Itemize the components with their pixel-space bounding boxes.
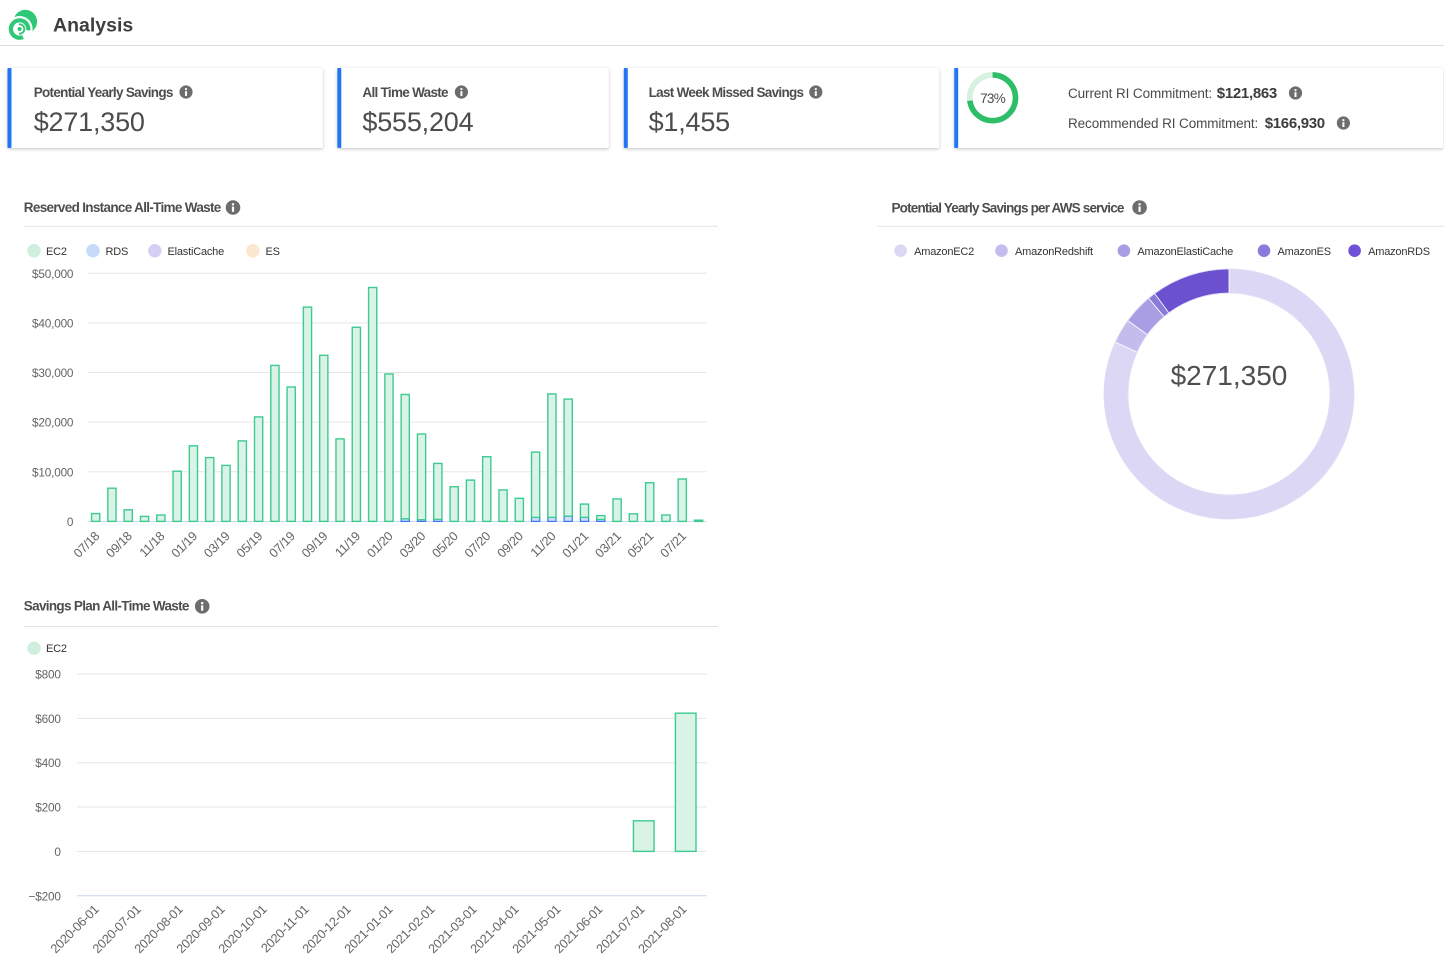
svg-text:Last Week Missed Savings: Last Week Missed Savings (649, 85, 804, 100)
svg-text:$555,204: $555,204 (362, 107, 473, 137)
svg-text:EC2: EC2 (46, 246, 67, 258)
svg-text:AmazonES: AmazonES (1278, 246, 1331, 258)
svg-text:Analysis: Analysis (53, 15, 133, 37)
svg-text:0: 0 (54, 845, 61, 859)
svg-text:EC2: EC2 (46, 643, 67, 655)
svg-text:$1,455: $1,455 (649, 107, 730, 137)
svg-text:ES: ES (266, 246, 280, 258)
svg-text:$30,000: $30,000 (32, 366, 74, 380)
svg-text:$40,000: $40,000 (32, 316, 74, 330)
svg-text:$121,863: $121,863 (1217, 85, 1277, 102)
svg-text:All Time Waste: All Time Waste (362, 85, 449, 100)
svg-text:AmazonEC2: AmazonEC2 (914, 246, 974, 258)
svg-text:$271,350: $271,350 (1171, 360, 1288, 391)
svg-text:$20,000: $20,000 (32, 416, 74, 430)
svg-text:$600: $600 (35, 712, 61, 726)
svg-text:Reserved Instance All-Time Was: Reserved Instance All-Time Waste (24, 200, 222, 215)
svg-text:−$200: −$200 (29, 889, 62, 903)
svg-text:Potential Yearly Savings: Potential Yearly Savings (34, 85, 173, 100)
svg-text:$10,000: $10,000 (32, 465, 74, 479)
svg-text:Potential Yearly Savings per A: Potential Yearly Savings per AWS service (892, 200, 1125, 215)
svg-text:73%: 73% (980, 91, 1006, 106)
svg-text:AmazonRDS: AmazonRDS (1368, 246, 1430, 258)
svg-text:Savings Plan All-Time Waste: Savings Plan All-Time Waste (24, 599, 190, 614)
svg-text:Recommended RI Commitment:: Recommended RI Commitment: (1068, 116, 1258, 131)
svg-text:0: 0 (67, 515, 74, 529)
svg-text:$50,000: $50,000 (32, 267, 74, 281)
svg-text:ElastiCache: ElastiCache (168, 246, 225, 258)
svg-text:$400: $400 (35, 756, 61, 770)
svg-text:$271,350: $271,350 (34, 107, 145, 137)
svg-text:$200: $200 (35, 801, 61, 815)
svg-text:AmazonElastiCache: AmazonElastiCache (1137, 246, 1233, 258)
svg-text:RDS: RDS (106, 246, 129, 258)
svg-text:AmazonRedshift: AmazonRedshift (1015, 246, 1093, 258)
svg-text:$166,930: $166,930 (1265, 115, 1325, 132)
svg-text:Current RI Commitment:: Current RI Commitment: (1068, 86, 1212, 101)
svg-text:$800: $800 (35, 668, 61, 682)
